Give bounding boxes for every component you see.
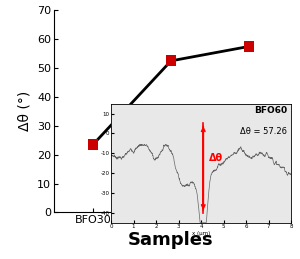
Text: Δθ = 57.26: Δθ = 57.26	[240, 127, 287, 136]
Text: Δθ: Δθ	[209, 153, 223, 163]
Y-axis label: Δθ (°): Δθ (°)	[17, 91, 32, 132]
Point	[91, 142, 95, 147]
Text: BFO60: BFO60	[254, 106, 287, 115]
X-axis label: x (μm): x (μm)	[192, 231, 210, 235]
X-axis label: Samples: Samples	[128, 231, 214, 249]
Point	[169, 59, 173, 63]
Point	[247, 44, 251, 48]
